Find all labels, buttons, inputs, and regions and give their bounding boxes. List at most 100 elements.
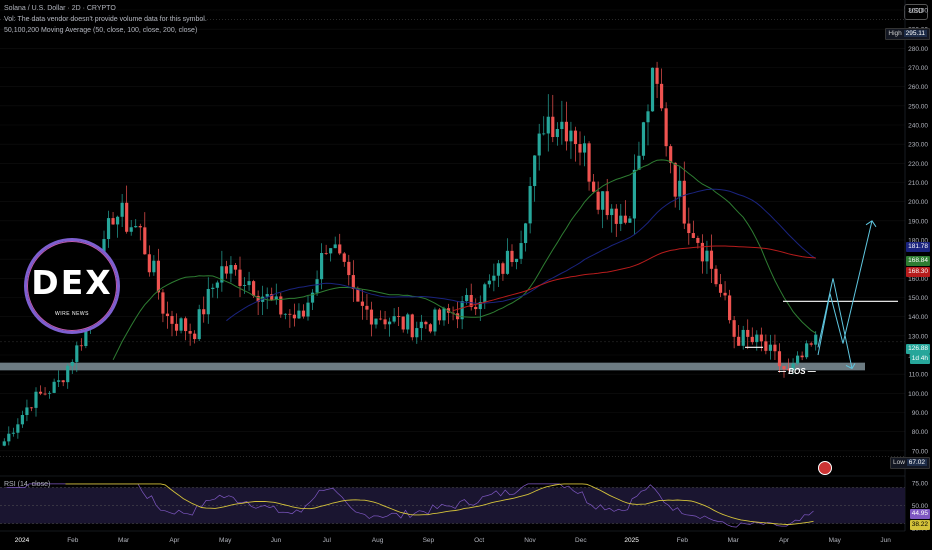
high-price-label: High 295.11 [885, 28, 930, 40]
candle-body [34, 391, 38, 408]
rsi-line [6, 483, 814, 528]
candle-body [814, 334, 818, 345]
price-tick-label: 90.00 [912, 410, 929, 417]
candle-body [52, 381, 56, 393]
candle-body [782, 366, 786, 370]
candle-body [610, 208, 614, 216]
candle-body [233, 265, 238, 270]
candle-body [578, 144, 582, 153]
ma50-price-label: 168.84 [906, 256, 930, 266]
candle-body [57, 380, 61, 382]
candle-body [383, 319, 387, 325]
candle-body [791, 363, 795, 370]
candle-body [211, 287, 215, 289]
candle-body [38, 391, 43, 394]
candle-body [505, 250, 510, 274]
candle-body [483, 284, 487, 302]
candle-body [206, 288, 210, 315]
candle-body [301, 310, 306, 317]
candle-body [587, 143, 591, 182]
candle-body [129, 227, 133, 232]
candle-body [283, 313, 287, 315]
moving-average-legend[interactable]: 50,100,200 Moving Average (50, close, 10… [4, 27, 198, 34]
ma100-price-label: 181.78 [906, 242, 930, 252]
candle-body [134, 226, 138, 228]
candle-body [514, 258, 519, 263]
candle-body [460, 301, 464, 320]
candle-body [369, 309, 374, 325]
candle-body [215, 282, 219, 288]
candle-body [79, 345, 83, 347]
time-tick-label: Oct [474, 537, 485, 544]
candle-body [619, 215, 623, 224]
price-tick-label: 250.00 [908, 103, 928, 110]
candle-body [728, 295, 732, 321]
candle-body [696, 237, 700, 243]
candle-body [165, 313, 170, 317]
price-tick-label: 140.00 [908, 314, 928, 321]
candle-body [533, 155, 537, 187]
price-tick-label: 180.00 [908, 238, 928, 245]
candle-body [292, 314, 296, 319]
candle-body [125, 202, 129, 232]
candle-body [29, 407, 34, 409]
candle-body [242, 285, 247, 286]
candle-body [360, 301, 364, 306]
price-tick-label: 150.00 [908, 295, 928, 302]
candle-body [174, 323, 179, 331]
candle-body [709, 250, 714, 269]
last-price-label: 126.88 [906, 344, 930, 354]
volume-indicator-note[interactable]: Vol: The data vendor doesn't provide vol… [4, 16, 207, 23]
candle-body [156, 260, 160, 293]
candle-body [238, 269, 242, 286]
logo-tagline: WIRE NEWS [55, 311, 89, 317]
price-tick-label: 70.00 [912, 448, 929, 455]
candle-body [320, 252, 324, 280]
flag-icon[interactable] [818, 461, 832, 475]
candle-body [428, 324, 432, 332]
candle-body [456, 313, 460, 320]
candle-body [84, 328, 88, 347]
rsi-legend[interactable]: RSI (14, close) [4, 481, 51, 488]
candle-body [718, 284, 723, 293]
candle-body [614, 208, 618, 224]
candle-body [378, 318, 383, 320]
candle-body [800, 355, 804, 358]
candle-body [324, 252, 328, 254]
price-tick-label: 190.00 [908, 218, 928, 225]
candle-body [746, 329, 750, 337]
candle-body [732, 320, 736, 337]
candle-body [469, 294, 473, 307]
candle-body [596, 191, 600, 210]
price-tick-label: 80.00 [912, 429, 929, 436]
candle-body [660, 83, 664, 109]
candle-body [66, 365, 70, 383]
candle-body [465, 294, 469, 302]
candle-body [315, 279, 319, 293]
candle-body [768, 344, 772, 351]
projection-down-path [817, 278, 853, 369]
support-zone [0, 362, 865, 371]
candle-body [442, 308, 446, 321]
candle-body [184, 318, 188, 332]
candle-body [809, 343, 813, 345]
symbol-title[interactable]: Solana / U.S. Dollar · 2D · CRYPTO [4, 5, 116, 12]
currency-button[interactable]: USD [904, 4, 928, 20]
candle-body [11, 432, 15, 434]
price-tick-label: 200.00 [908, 199, 928, 206]
rsi-tick-label: 50.00 [912, 503, 929, 510]
time-tick-label: Mar [117, 537, 130, 544]
rsi-ma-value-label: 38.22 [909, 520, 930, 530]
candle-body [152, 260, 156, 273]
candle-body [25, 407, 29, 416]
candle-body [474, 306, 478, 310]
candle-body [75, 345, 79, 362]
candle-body [270, 294, 274, 300]
candle-body [700, 242, 704, 262]
projection-up-path [817, 220, 873, 356]
candle-body [116, 216, 120, 225]
candle-body [501, 263, 505, 274]
candle-body [338, 244, 342, 254]
low-price-label: Low 67.02 [889, 457, 930, 469]
